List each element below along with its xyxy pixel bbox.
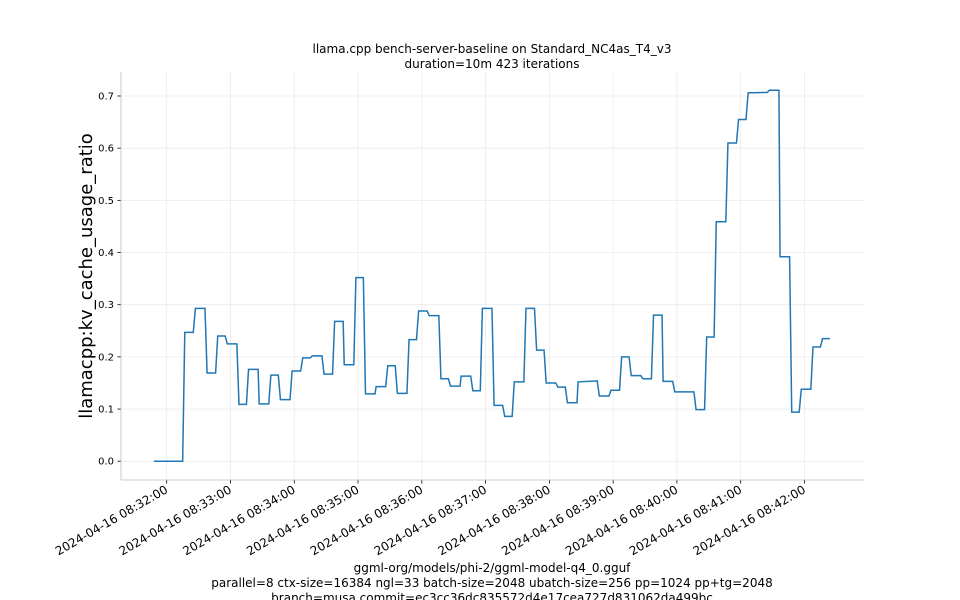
y-tick-label: 0.4 <box>98 248 114 259</box>
x-axis-label: branch=musa commit=ec3cc36dc835572d4e17c… <box>271 591 713 600</box>
x-tick-label: 2024-04-16 08:39:00 <box>499 482 616 558</box>
y-tick-label: 0.3 <box>98 300 114 311</box>
y-tick-label: 0.0 <box>98 457 114 468</box>
x-axis-label: parallel=8 ctx-size=16384 ngl=33 batch-s… <box>211 576 772 590</box>
x-tick-label: 2024-04-16 08:37:00 <box>372 482 489 558</box>
x-tick-label: 2024-04-16 08:33:00 <box>117 482 234 558</box>
x-tick-label: 2024-04-16 08:36:00 <box>308 482 425 558</box>
y-axis-label: llamacpp:kv_cache_usage_ratio <box>76 133 97 419</box>
x-axis-label: ggml-org/models/phi-2/ggml-model-q4_0.gg… <box>354 561 632 575</box>
x-tick-label: 2024-04-16 08:34:00 <box>180 482 297 558</box>
data-line <box>153 89 830 462</box>
chart-title: llama.cpp bench-server-baseline on Stand… <box>313 42 672 56</box>
y-tick-label: 0.7 <box>98 92 114 103</box>
y-tick-label: 0.2 <box>98 352 114 363</box>
chart-subtitle: duration=10m 423 iterations <box>405 57 580 71</box>
x-tick-label: 2024-04-16 08:38:00 <box>435 482 552 558</box>
x-tick-label: 2024-04-16 08:40:00 <box>563 482 680 558</box>
x-tick-label: 2024-04-16 08:35:00 <box>244 482 361 558</box>
x-tick-label: 2024-04-16 08:41:00 <box>627 482 744 558</box>
x-tick-label: 2024-04-16 08:42:00 <box>691 482 808 558</box>
y-tick-label: 0.6 <box>98 144 114 155</box>
y-tick-label: 0.1 <box>98 405 114 416</box>
x-tick-label: 2024-04-16 08:32:00 <box>53 482 170 558</box>
y-tick-label: 0.5 <box>98 196 114 207</box>
